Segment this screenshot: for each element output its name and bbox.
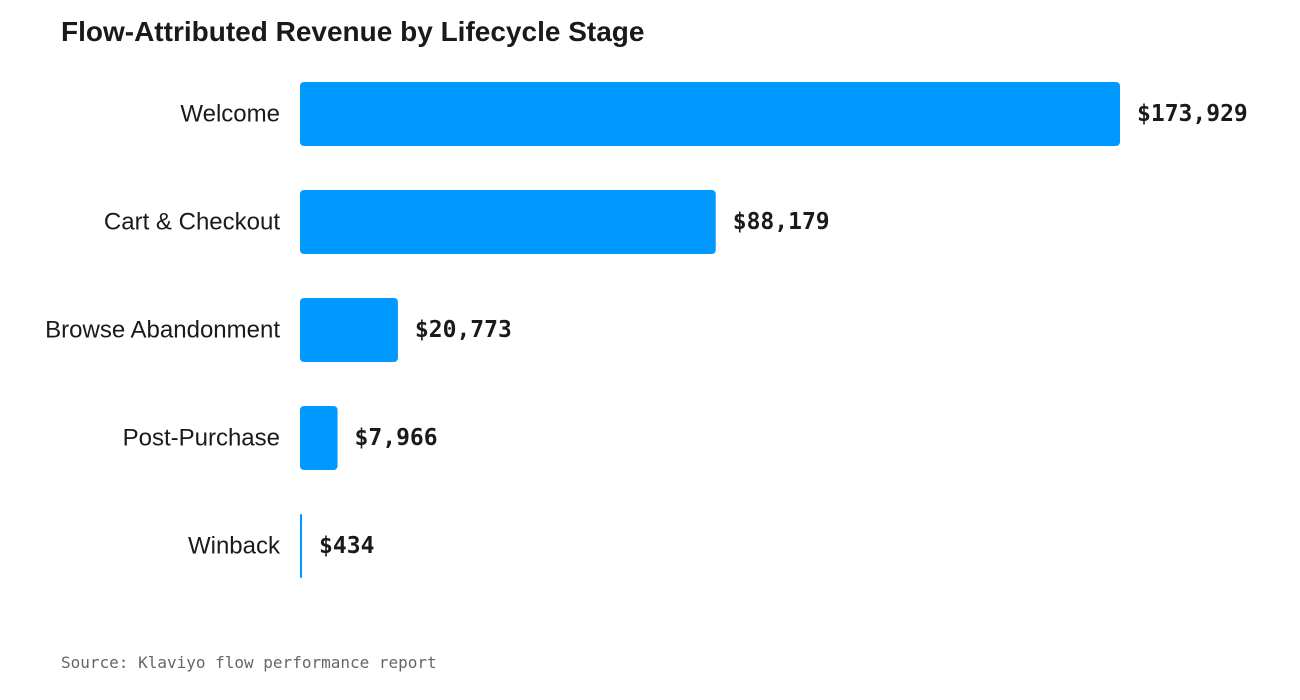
value-label-cart-checkout: $88,179 xyxy=(733,209,830,235)
value-label-welcome: $173,929 xyxy=(1137,101,1248,127)
value-label-post-purchase: $7,966 xyxy=(355,425,438,451)
category-label-post-purchase: Post-Purchase xyxy=(123,425,280,452)
category-label-winback: Winback xyxy=(188,533,281,560)
bar-welcome xyxy=(300,82,1120,146)
value-label-browse-abandonment: $20,773 xyxy=(415,317,512,343)
bar-browse-abandonment xyxy=(300,298,398,362)
bar-winback xyxy=(300,514,303,578)
value-label-winback: $434 xyxy=(319,533,374,559)
bar-cart-checkout xyxy=(300,190,716,254)
bar-post-purchase xyxy=(300,406,338,470)
category-label-browse-abandonment: Browse Abandonment xyxy=(45,317,280,344)
chart-title: Flow-Attributed Revenue by Lifecycle Sta… xyxy=(61,16,645,47)
category-label-cart-checkout: Cart & Checkout xyxy=(104,209,280,236)
source-note: Source: Klaviyo flow performance report xyxy=(61,653,437,672)
category-label-welcome: Welcome xyxy=(180,101,280,128)
